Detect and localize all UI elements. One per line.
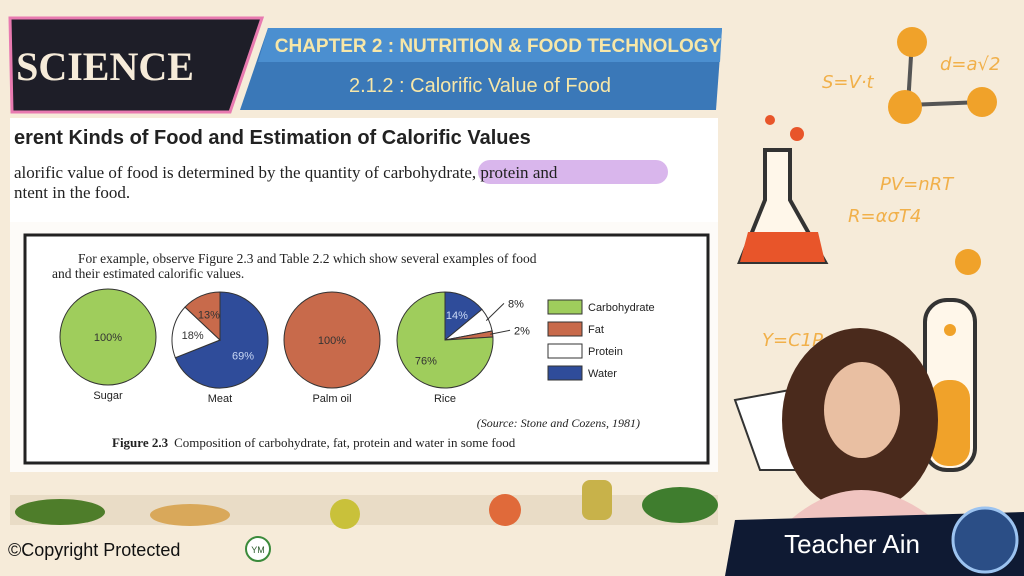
badge-text: SCIENCE: [16, 44, 194, 89]
leader-line: [490, 329, 511, 335]
section-title: 2.1.2 : Calorific Value of Food: [349, 75, 611, 97]
source: (Source: Stone and Cozens, 1981): [477, 416, 640, 430]
caption: Figure 2.3 Composition of carbohydrate, f…: [112, 435, 516, 450]
food-strip: [10, 480, 718, 529]
footer: ©Copyright Protected YM Teacher Ain: [8, 506, 1024, 576]
caption-text: Composition of carbohydrate, fat, protei…: [174, 435, 516, 450]
logo: YM: [251, 545, 265, 555]
value-label: 14%: [446, 310, 468, 322]
pie-slice: [171, 306, 221, 359]
legend: Carbohydrate Fat Protein Water: [547, 299, 655, 381]
legend-label: Protein: [588, 346, 623, 358]
value-label: 100%: [94, 332, 122, 344]
pie-title: Palm oil: [312, 393, 351, 405]
value-label: 18%: [182, 330, 204, 342]
pie-title: Rice: [434, 393, 456, 405]
doodle: R=ασT4: [848, 206, 921, 227]
textbook: erent Kinds of Food and Estimation of Ca…: [10, 118, 718, 472]
value-label: 13%: [198, 309, 220, 321]
legend-swatch: [547, 343, 583, 359]
heading: erent Kinds of Food and Estimation of Ca…: [14, 127, 531, 149]
paragraph: alorific value of food is determined by …: [14, 163, 558, 182]
legend-label: Fat: [588, 324, 604, 336]
intro: For example, observe Figure 2.3 and Tabl…: [78, 251, 537, 266]
pie-slice: [59, 288, 157, 386]
header: CHAPTER 2 : NUTRITION & FOOD TECHNOLOGY …: [8, 16, 722, 114]
pie-title: Sugar: [93, 390, 123, 402]
value-label: 2%: [514, 325, 530, 337]
text: and: [529, 163, 558, 182]
value-label: 76%: [415, 355, 437, 367]
pie-charts: 100% Sugar 69% 18% 13% Meat 100% Palm oil 14% 8% 2…: [59, 288, 530, 405]
badge: [8, 16, 265, 114]
doodle: d=a√2: [940, 54, 1000, 75]
paragraph: ntent in the food.: [14, 183, 130, 202]
copyright: ©Copyright Protected: [8, 540, 180, 560]
value-label: 8%: [508, 298, 524, 310]
intro: and their estimated calorific values.: [52, 266, 244, 281]
presenter-name: Teacher Ain: [784, 529, 920, 559]
pie-title: Meat: [208, 393, 232, 405]
leader-line: [485, 303, 505, 321]
pie-slice: [184, 291, 221, 342]
pie-slice: [396, 291, 494, 389]
legend-swatch: [547, 365, 583, 381]
doodle: S=V·t: [822, 72, 875, 93]
pie-slice: [283, 291, 381, 389]
legend-swatch: [547, 299, 583, 315]
legend-label: Carbohydrate: [588, 302, 655, 314]
legend-swatch: [547, 321, 583, 337]
caption-label: Figure 2.3: [112, 435, 169, 450]
highlight: carbohydrate, protein: [383, 163, 529, 182]
doodle: PV=nRT: [880, 174, 955, 195]
legend-label: Water: [588, 368, 617, 380]
text: alorific value of food is determined by …: [14, 163, 383, 182]
name-plate: [725, 512, 1024, 576]
value-label: 69%: [232, 351, 254, 363]
pie-slice: [174, 291, 269, 389]
value-label: 100%: [318, 335, 346, 347]
chapter-title: CHAPTER 2 : NUTRITION & FOOD TECHNOLOGY: [275, 36, 722, 57]
